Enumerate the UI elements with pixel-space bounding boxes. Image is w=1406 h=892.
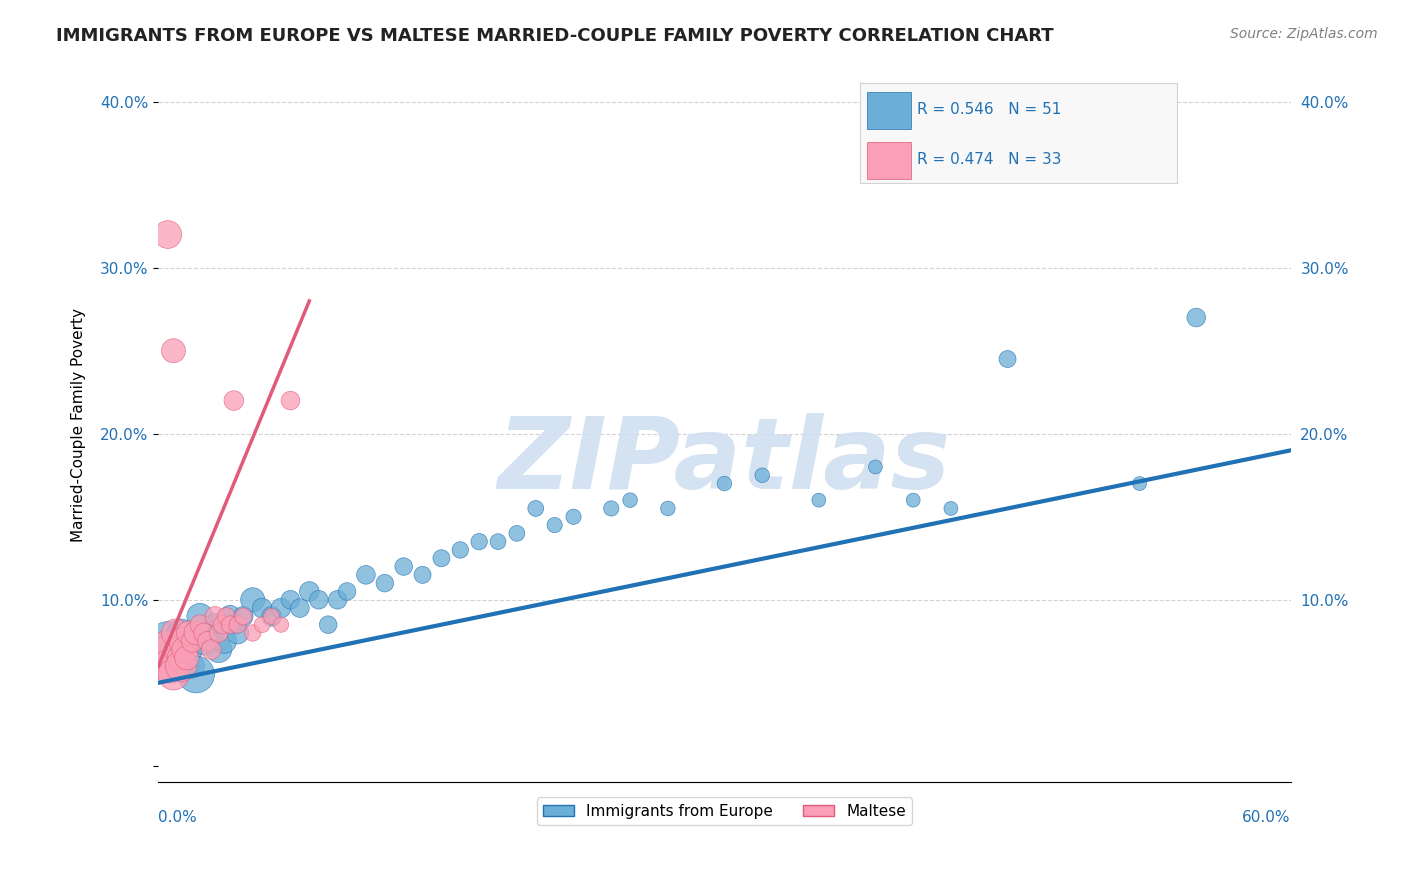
- Point: [288, 601, 311, 615]
- Point: [543, 518, 565, 533]
- Point: [159, 659, 181, 673]
- Point: [226, 626, 249, 640]
- Point: [204, 617, 226, 632]
- Point: [280, 592, 302, 607]
- Point: [354, 567, 377, 582]
- Point: [200, 642, 222, 657]
- Point: [260, 609, 283, 624]
- Point: [250, 617, 273, 632]
- Point: [1129, 476, 1152, 491]
- Point: [232, 609, 254, 624]
- Point: [901, 493, 924, 508]
- Point: [657, 501, 679, 516]
- Point: [524, 501, 547, 516]
- Point: [280, 393, 302, 408]
- Point: [468, 534, 491, 549]
- Point: [177, 626, 200, 640]
- Point: [222, 393, 245, 408]
- Point: [308, 592, 330, 607]
- Text: ZIPatlas: ZIPatlas: [498, 413, 950, 509]
- Point: [166, 642, 188, 657]
- Point: [204, 609, 226, 624]
- Point: [270, 601, 292, 615]
- Point: [713, 476, 735, 491]
- Point: [939, 501, 962, 516]
- Point: [242, 592, 264, 607]
- Point: [1185, 310, 1208, 325]
- Point: [506, 526, 529, 541]
- Point: [865, 459, 887, 474]
- Point: [176, 642, 198, 657]
- Point: [184, 626, 207, 640]
- Point: [150, 651, 173, 665]
- Point: [222, 617, 245, 632]
- Point: [219, 609, 242, 624]
- Point: [486, 534, 509, 549]
- Point: [226, 617, 249, 632]
- Text: Source: ZipAtlas.com: Source: ZipAtlas.com: [1230, 27, 1378, 41]
- Point: [619, 493, 641, 508]
- Point: [326, 592, 349, 607]
- Point: [181, 634, 204, 648]
- Point: [194, 634, 217, 648]
- Point: [298, 584, 321, 599]
- Point: [412, 567, 434, 582]
- Point: [214, 634, 236, 648]
- Y-axis label: Married-Couple Family Poverty: Married-Couple Family Poverty: [72, 309, 86, 542]
- Point: [162, 343, 184, 358]
- Point: [430, 551, 453, 566]
- Point: [208, 626, 231, 640]
- Point: [156, 227, 179, 242]
- Point: [219, 617, 242, 632]
- Point: [208, 642, 231, 657]
- Point: [166, 651, 188, 665]
- Point: [193, 626, 215, 640]
- Point: [184, 667, 207, 681]
- Point: [250, 601, 273, 615]
- Point: [260, 609, 283, 624]
- Point: [215, 609, 238, 624]
- Point: [188, 609, 211, 624]
- Point: [172, 634, 194, 648]
- Point: [197, 634, 219, 648]
- Point: [211, 617, 233, 632]
- Text: 0.0%: 0.0%: [159, 810, 197, 824]
- Point: [167, 651, 190, 665]
- Point: [997, 352, 1019, 367]
- Point: [232, 609, 254, 624]
- Point: [170, 659, 193, 673]
- Legend: Immigrants from Europe, Maltese: Immigrants from Europe, Maltese: [537, 797, 912, 825]
- Point: [162, 667, 184, 681]
- Point: [374, 576, 396, 591]
- Point: [316, 617, 339, 632]
- Point: [200, 626, 222, 640]
- Point: [562, 509, 585, 524]
- Point: [449, 543, 471, 558]
- Point: [170, 626, 193, 640]
- Point: [807, 493, 830, 508]
- Point: [336, 584, 359, 599]
- Point: [156, 634, 179, 648]
- Point: [751, 468, 773, 483]
- Point: [392, 559, 415, 574]
- Text: 60.0%: 60.0%: [1241, 810, 1291, 824]
- Point: [173, 642, 195, 657]
- Point: [270, 617, 292, 632]
- Point: [600, 501, 623, 516]
- Text: IMMIGRANTS FROM EUROPE VS MALTESE MARRIED-COUPLE FAMILY POVERTY CORRELATION CHAR: IMMIGRANTS FROM EUROPE VS MALTESE MARRIE…: [56, 27, 1054, 45]
- Point: [181, 659, 204, 673]
- Point: [176, 651, 198, 665]
- Point: [165, 626, 187, 640]
- Point: [188, 617, 211, 632]
- Point: [155, 642, 177, 657]
- Point: [242, 626, 264, 640]
